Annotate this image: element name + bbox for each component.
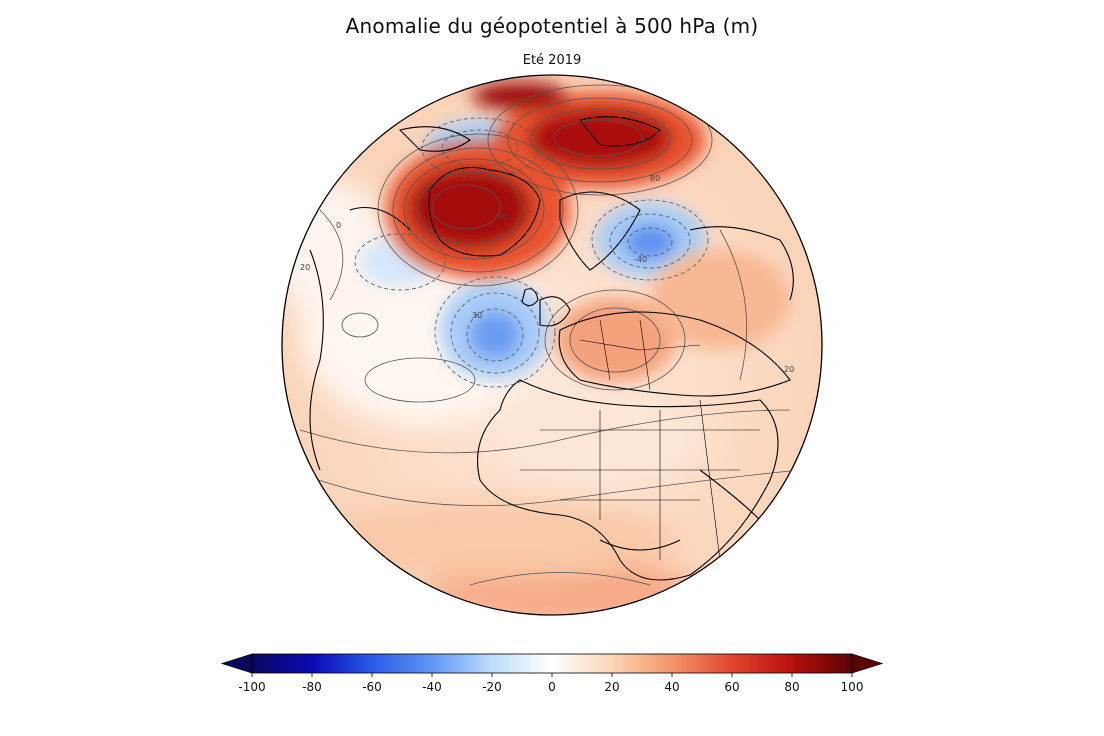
- colorbar-tick-label: 0: [548, 680, 556, 694]
- coastlines: [309, 116, 794, 581]
- anomaly-arctic-high-core: [528, 108, 672, 168]
- anomaly-pole-high: [472, 82, 568, 110]
- anomaly-europe-high: [555, 298, 675, 382]
- contour-label: 80: [650, 174, 660, 183]
- colorbar-tick-label: -60: [362, 680, 382, 694]
- contour-label: 0: [336, 221, 341, 230]
- contour-labels: 0 30 20 80 -40 80 20: [300, 174, 794, 374]
- colorbar-tick-label: 60: [724, 680, 739, 694]
- colorbar-tick-label: 40: [664, 680, 679, 694]
- anomaly-atlantic-low-core: [469, 311, 521, 359]
- contour-lines: [289, 84, 801, 586]
- colorbar-tick-label: 100: [841, 680, 864, 694]
- colorbar-tick-label: 80: [784, 680, 799, 694]
- contour-label: 20: [300, 263, 310, 272]
- figure-subtitle: Eté 2019: [522, 53, 582, 68]
- colorbar-over-arrow: [851, 653, 884, 674]
- anomaly-east-europe: [650, 250, 790, 350]
- colorbar-tick-label: -100: [238, 680, 265, 694]
- contour-label: 20: [784, 365, 794, 374]
- country-borders: [520, 319, 760, 561]
- colorbar-tick-label: 20: [604, 680, 619, 694]
- colorbar-tick-label: -40: [422, 680, 442, 694]
- colorbar-under-arrow: [220, 653, 253, 674]
- anomaly-greenland-high-core: [408, 166, 532, 250]
- colorbar-gradient: [251, 653, 853, 674]
- colorbar-tick-label: -80: [302, 680, 322, 694]
- contour-label: 80: [498, 213, 508, 222]
- anomaly-africa-warm: [320, 500, 680, 580]
- colorbar-tick-label: -20: [482, 680, 502, 694]
- anomaly-barents-low-core: [624, 224, 676, 260]
- figure-title: Anomalie du géopotentiel à 500 hPa (m): [345, 14, 759, 38]
- negative-contour-lines: [354, 117, 709, 388]
- colorbar-ticks: -100 -80 -60 -40 -20 0 20 40 60 80 100: [238, 673, 863, 694]
- globe-outline: [281, 74, 823, 616]
- contour-label: -40: [634, 255, 647, 264]
- contour-label: 30: [472, 311, 482, 320]
